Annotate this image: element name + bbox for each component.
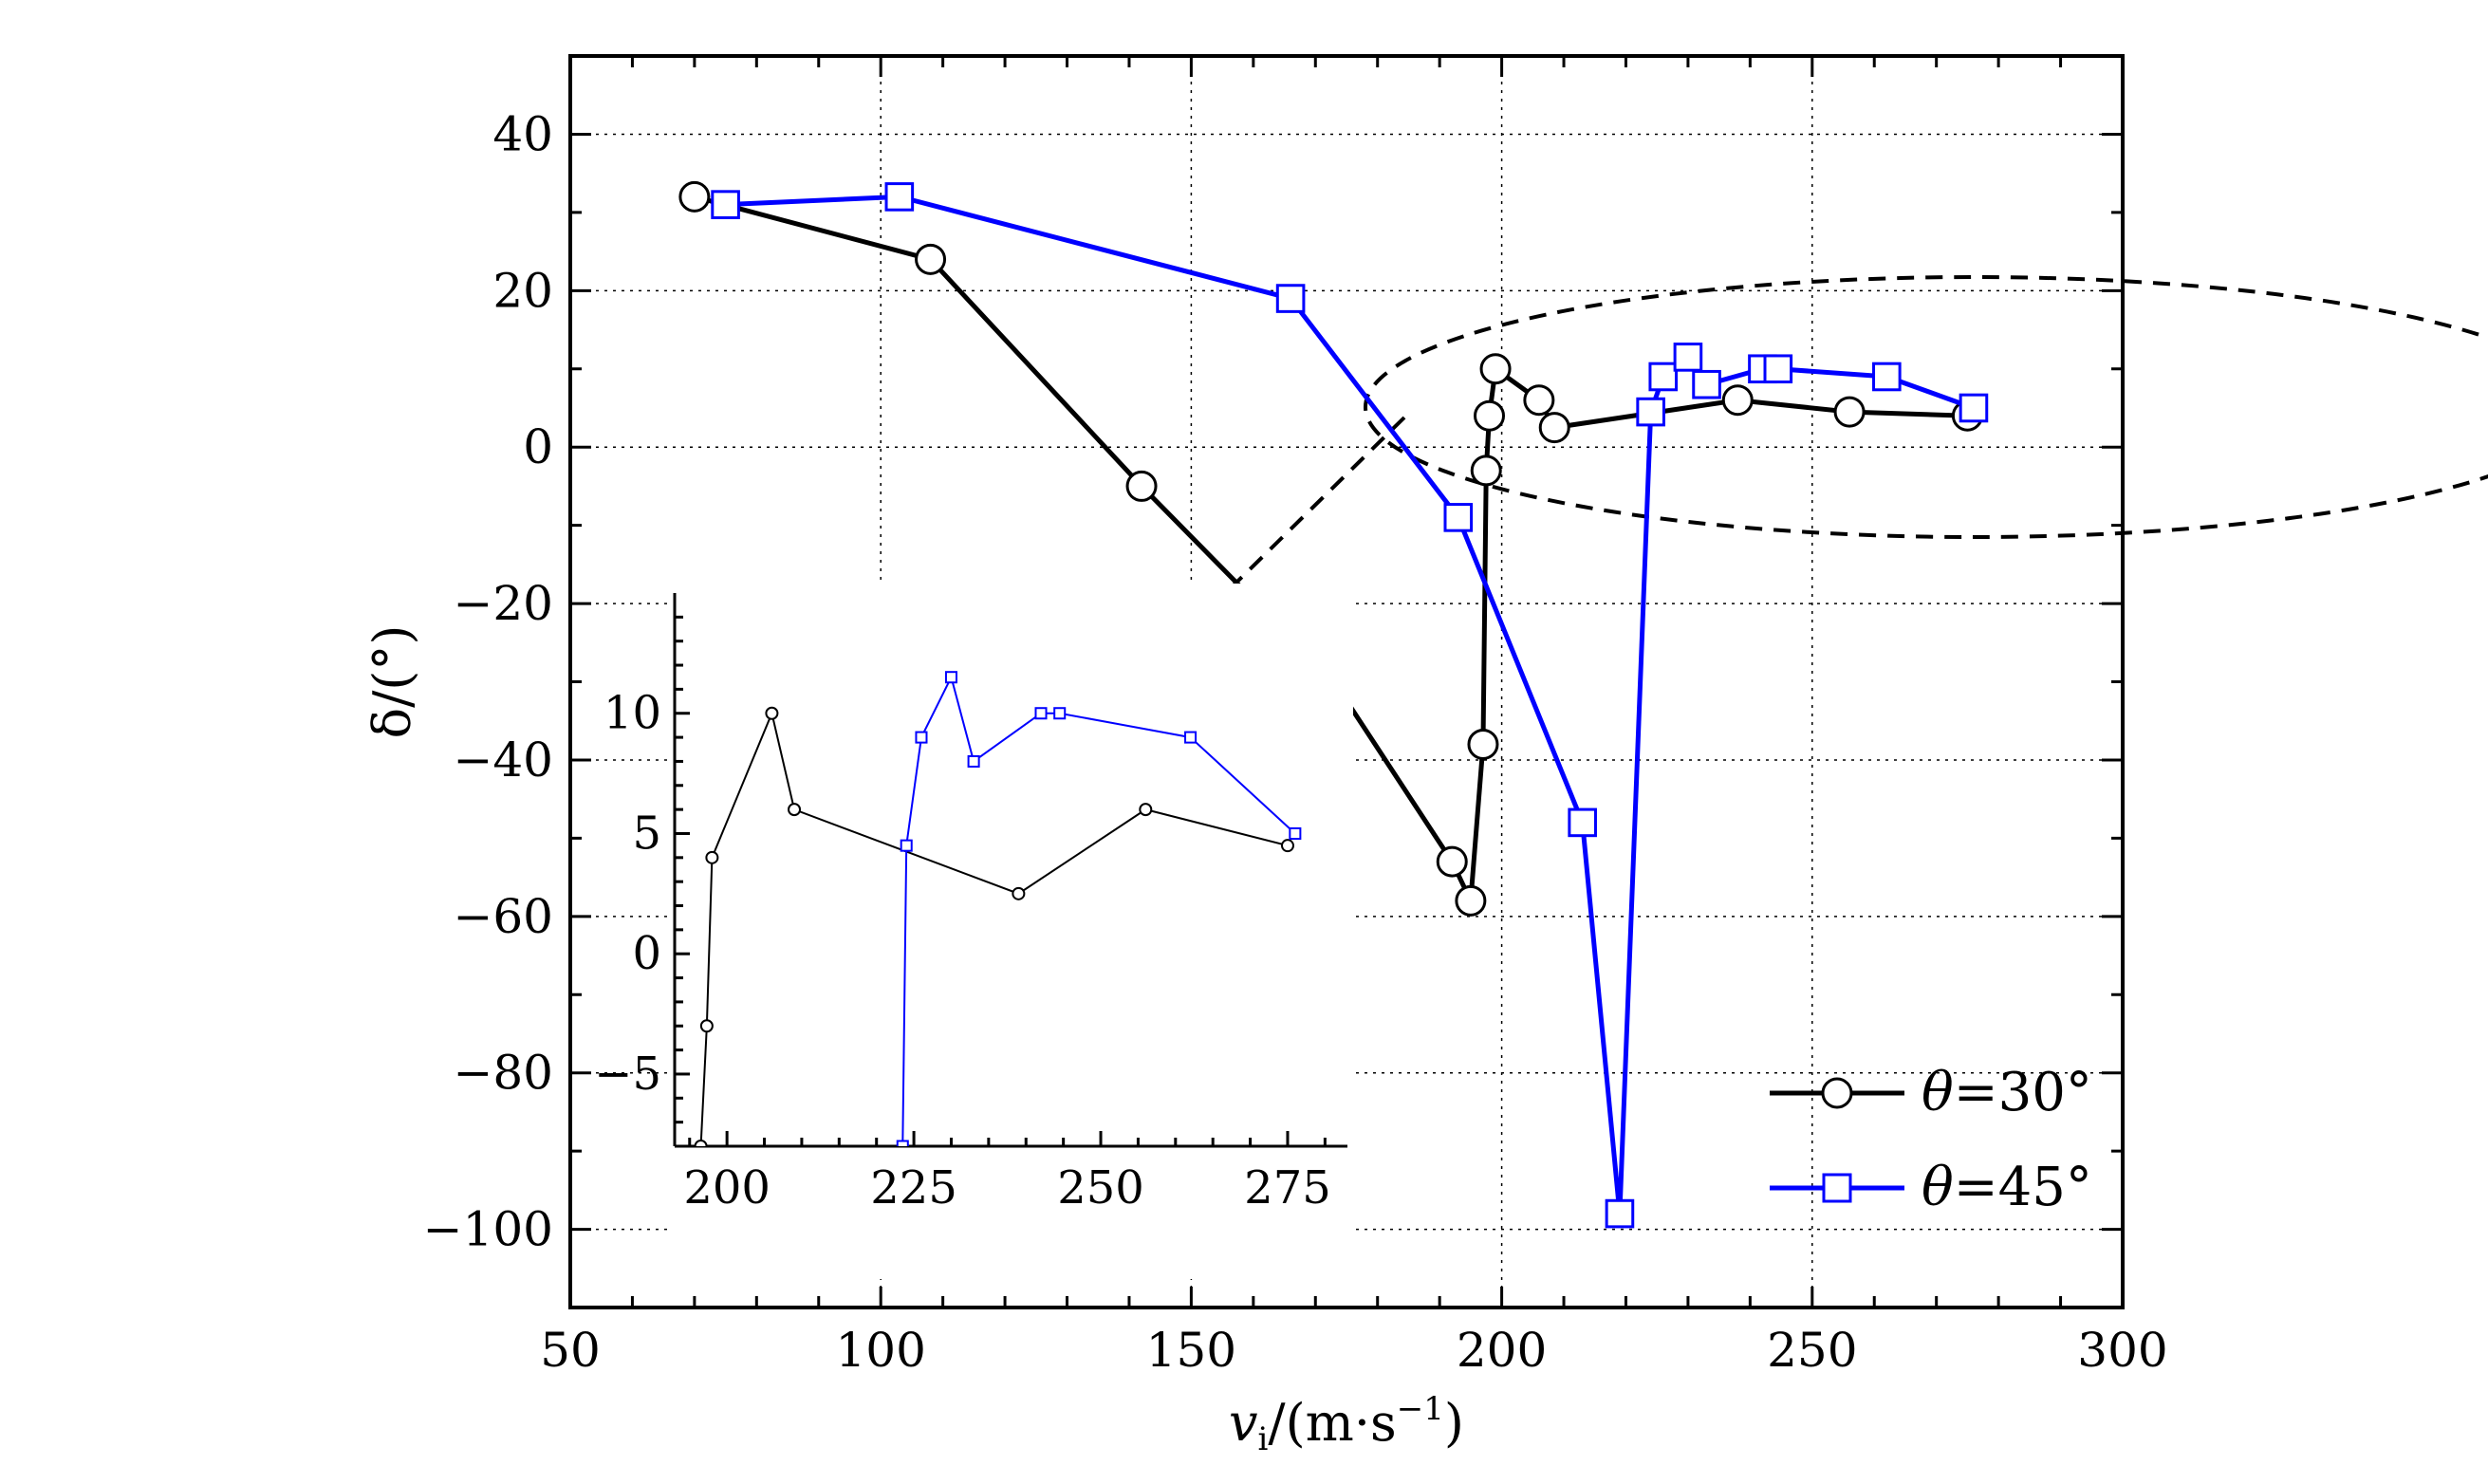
highlight-ellipse	[1364, 275, 2488, 539]
legend-marker-circle	[1821, 1077, 1853, 1109]
inset-series-theta45-point	[1034, 707, 1048, 720]
series-theta45-point	[1275, 284, 1306, 313]
series-theta30-point	[1721, 384, 1754, 417]
series-theta45-point	[1648, 362, 1679, 392]
series-theta30-point	[915, 243, 947, 275]
series-theta45-point	[1605, 1198, 1635, 1229]
series-theta30-point	[1474, 399, 1506, 432]
inset-series-theta45-point	[915, 731, 928, 744]
inset-arrow-line	[1137, 416, 1406, 680]
inset-series-theta45-point	[944, 671, 957, 684]
inset-y-tick-label: −5	[594, 1048, 661, 1101]
inset-series-group	[694, 671, 1302, 1146]
inset-series-theta45-point	[967, 754, 980, 768]
x-tick-label: 100	[835, 1323, 925, 1378]
x-tick-label: 50	[540, 1323, 601, 1378]
x-tick-label: 300	[2077, 1323, 2167, 1378]
series-theta45-point	[1636, 397, 1665, 427]
legend-label: θ=30°	[1922, 1062, 2092, 1123]
inset-y-tick-label: 5	[632, 807, 661, 860]
series-theta45-point	[711, 190, 740, 219]
legend-item-theta30: θ=30°	[1770, 1062, 2092, 1123]
inset-series-theta45-point	[1289, 826, 1302, 840]
inset-series-theta45-point	[896, 1140, 909, 1146]
inset-background	[669, 584, 1353, 1279]
inset-series-theta30-point	[788, 803, 802, 817]
x-tick-label: 200	[1457, 1323, 1547, 1378]
legend-item-theta45: θ=45°	[1770, 1157, 2092, 1218]
series-theta45-point	[1692, 369, 1721, 399]
legend-label: θ=45°	[1922, 1157, 2092, 1218]
inset-series-theta45-point	[1053, 707, 1067, 720]
y-tick-label: 20	[492, 263, 553, 318]
y-tick-label: −40	[453, 733, 553, 788]
y-tick-label: 0	[523, 419, 553, 474]
y-tick-label: −80	[453, 1046, 553, 1101]
inset-series-theta30-point	[765, 706, 779, 720]
x-tick-label: 150	[1146, 1323, 1236, 1378]
series-theta30-point	[1523, 384, 1555, 417]
legend-layer: θ=30° θ=45°	[1770, 1062, 2092, 1218]
series-theta45-point	[1568, 807, 1597, 838]
x-tick-label: 250	[1767, 1323, 1857, 1378]
series-theta45-point	[1872, 362, 1902, 392]
series-theta45-point	[884, 182, 915, 212]
inset-x-tick-label: 225	[870, 1161, 957, 1215]
series-theta45-point	[1673, 343, 1703, 372]
y-tick-label: −100	[423, 1202, 553, 1257]
series-theta30-point	[1538, 412, 1570, 444]
legend-marker-square	[1822, 1173, 1852, 1203]
series-theta30-point	[1125, 470, 1158, 502]
inset-series-theta30-point	[699, 1019, 714, 1033]
inset-series-theta45-point	[1184, 731, 1198, 744]
inset-y-tick-label: 0	[632, 927, 661, 980]
series-theta30-point	[1436, 845, 1468, 878]
inset-series-theta30-point	[705, 850, 719, 864]
series-layer	[678, 180, 1989, 1229]
series-theta30-point	[1455, 884, 1487, 917]
inset-x-tick-label: 250	[1057, 1161, 1144, 1215]
inset-x-tick-label: 275	[1244, 1161, 1331, 1215]
inset-series-theta30-line	[699, 710, 1289, 1146]
series-theta30-point	[1470, 454, 1502, 487]
series-theta45-point	[1959, 393, 1989, 423]
axes-layer: 50 100 150 200 250 30040200−20−40−60−80−100vi…	[362, 54, 2168, 1458]
y-tick-label: −20	[453, 576, 553, 631]
series-theta30-point	[1833, 396, 1866, 428]
series-theta45-point	[1443, 503, 1474, 532]
series-theta30-point	[1467, 728, 1499, 760]
series-theta45-point	[1763, 354, 1793, 384]
inset-series-theta30-point	[1280, 839, 1294, 853]
series-theta30-point	[1479, 353, 1512, 385]
series-theta30-point	[678, 180, 711, 213]
y-tick-label: −60	[453, 889, 553, 944]
y-axis-label: δ/(°)	[362, 625, 422, 739]
x-axis-label: vi/(m·s−1)	[1229, 1390, 1464, 1458]
inset-x-tick-label: 200	[683, 1161, 771, 1215]
inset-series-theta30-point	[694, 1140, 708, 1146]
inset-y-tick-label: 10	[603, 687, 661, 740]
y-tick-label: 40	[492, 106, 553, 161]
inset-series-theta30-point	[1139, 803, 1153, 817]
inset-layer: 200 225 250 275 −5 0 5 10	[594, 584, 1353, 1279]
inset-series-theta45-point	[900, 839, 913, 852]
inset-series-theta30-point	[1012, 886, 1026, 900]
